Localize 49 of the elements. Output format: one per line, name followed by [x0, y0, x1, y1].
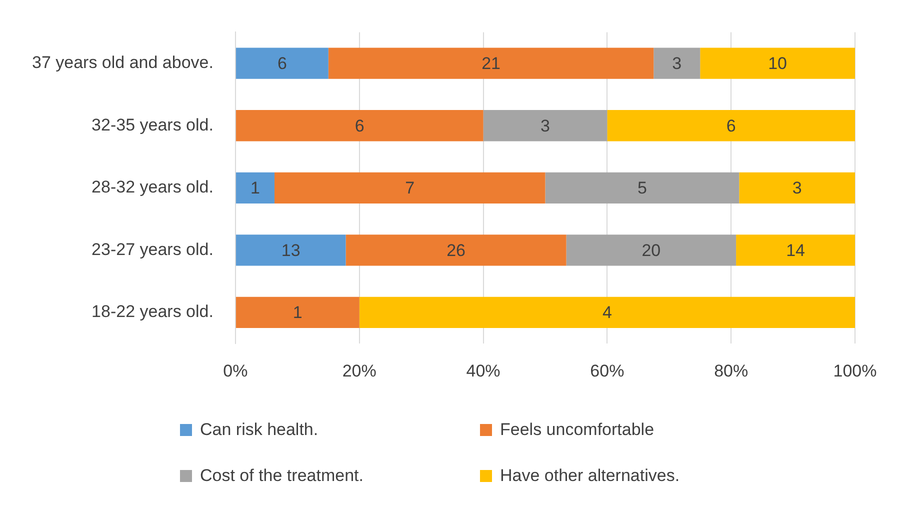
legend-label: Can risk health. [200, 420, 318, 440]
bar [566, 234, 736, 266]
y-tick-label: 18-22 years old. [92, 302, 214, 322]
x-tick-label: 40% [466, 361, 500, 380]
annotation: 3 [672, 54, 682, 74]
bar [236, 110, 484, 142]
bar [236, 234, 346, 266]
annotation: 5 [637, 178, 647, 198]
annotation: 10 [768, 54, 788, 74]
legend-label: Cost of the treatment. [200, 466, 364, 486]
bar [236, 296, 360, 328]
annotation: 13 [281, 240, 300, 260]
x-tick-label: 0% [223, 361, 248, 380]
legend-label: Have other alternatives. [500, 466, 680, 486]
bar [545, 172, 740, 204]
bar [654, 48, 700, 79]
annotation: 6 [726, 116, 736, 136]
x-tick-label: 80% [714, 361, 748, 380]
bar [274, 172, 546, 204]
annotation: 20 [642, 240, 661, 260]
annotation: 4 [602, 303, 612, 322]
annotation: 1 [292, 303, 302, 322]
annotation: 14 [786, 240, 805, 260]
bar [346, 234, 566, 266]
x-tick-label: 60% [590, 361, 624, 380]
legend-label: Feels uncomfortable [500, 420, 654, 440]
bar [739, 172, 855, 204]
annotation: 1 [250, 178, 260, 198]
y-tick-label: 23-27 years old. [92, 240, 214, 259]
annotation: 3 [540, 116, 550, 136]
bar [483, 110, 608, 142]
annotation: 7 [405, 178, 415, 198]
bar [607, 110, 855, 142]
annotation: 21 [482, 54, 500, 74]
bar [328, 48, 654, 79]
x-tick-label: 100% [833, 361, 877, 380]
annotation: 26 [446, 240, 466, 260]
annotation: 3 [792, 178, 802, 198]
y-tick-label: 32-35 years old. [92, 115, 214, 134]
x-tick-label: 20% [342, 361, 376, 380]
annotation: 6 [277, 54, 287, 74]
y-tick-label: 28-32 years old. [92, 178, 214, 197]
bar [236, 172, 274, 204]
bar [236, 48, 328, 79]
bar [359, 296, 855, 328]
bar [700, 48, 855, 79]
bar [736, 234, 855, 266]
annotation: 6 [354, 116, 364, 136]
y-tick-label: 37 years old and above. [32, 53, 214, 72]
